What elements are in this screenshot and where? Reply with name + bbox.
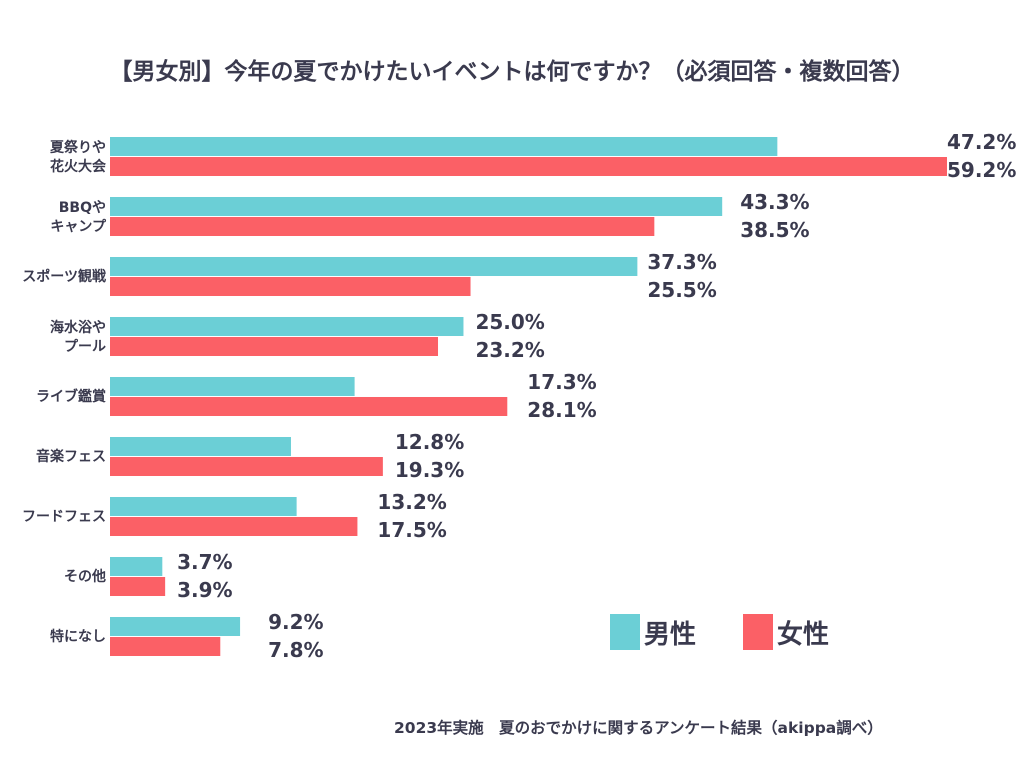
bar-male <box>110 197 723 216</box>
value-label-male: 13.2% <box>377 490 446 514</box>
bar-female <box>110 457 383 476</box>
legend-swatch-male <box>610 614 640 650</box>
bar-male <box>110 557 163 576</box>
value-label-female: 3.9% <box>177 578 232 602</box>
bar-male <box>110 137 778 156</box>
value-label-male: 12.8% <box>395 430 464 454</box>
bar-female <box>110 277 471 296</box>
category-label: BBQやキャンプ <box>50 200 107 235</box>
legend-label-male: 男性 <box>644 619 697 650</box>
category-label: フードフェス <box>22 509 106 525</box>
bar-male <box>110 437 291 456</box>
value-label-female: 28.1% <box>527 398 596 422</box>
value-label-male: 43.3% <box>740 190 809 214</box>
value-label-male: 47.2% <box>947 130 1016 154</box>
bar-female <box>110 157 947 176</box>
category-label: 夏祭りや花火大会 <box>50 139 107 175</box>
bar-female <box>110 217 655 236</box>
chart-title: 【男女別】今年の夏でかけたいイベントは何ですか？（必須回答・複数回答） <box>109 59 915 85</box>
legend-swatch-female <box>743 614 773 650</box>
value-label-male: 3.7% <box>177 550 232 574</box>
value-label-female: 17.5% <box>377 518 446 542</box>
value-label-female: 38.5% <box>740 218 809 242</box>
value-label-female: 59.2% <box>947 158 1016 182</box>
bar-female <box>110 637 221 656</box>
category-label: ライブ鑑賞 <box>36 388 106 405</box>
category-label: その他 <box>64 568 106 585</box>
category-label: スポーツ観戦 <box>22 268 107 285</box>
bar-female <box>110 577 166 596</box>
value-label-male: 9.2% <box>268 610 323 634</box>
bar-male <box>110 497 297 516</box>
bar-female <box>110 337 439 356</box>
value-label-female: 23.2% <box>475 338 544 362</box>
footnote: 2023年実施 夏のおでかけに関するアンケート結果（akippa調べ） <box>394 719 883 737</box>
value-label-female: 25.5% <box>647 278 716 302</box>
value-label-male: 17.3% <box>527 370 596 394</box>
bar-male <box>110 257 638 276</box>
bar-male <box>110 377 355 396</box>
value-label-female: 19.3% <box>395 458 464 482</box>
bar-male <box>110 617 241 636</box>
category-label: 特になし <box>50 628 106 645</box>
bar-male <box>110 317 464 336</box>
legend-label-female: 女性 <box>777 619 830 650</box>
category-label: 海水浴やプール <box>50 319 106 355</box>
value-label-female: 7.8% <box>268 638 323 662</box>
bar-female <box>110 517 358 536</box>
value-label-male: 25.0% <box>475 310 544 334</box>
category-label: 音楽フェス <box>36 448 106 465</box>
legend-item-male: 男性 <box>610 612 696 652</box>
legend-item-female: 女性 <box>743 612 829 652</box>
bar-female <box>110 397 508 416</box>
value-label-male: 37.3% <box>647 250 716 274</box>
